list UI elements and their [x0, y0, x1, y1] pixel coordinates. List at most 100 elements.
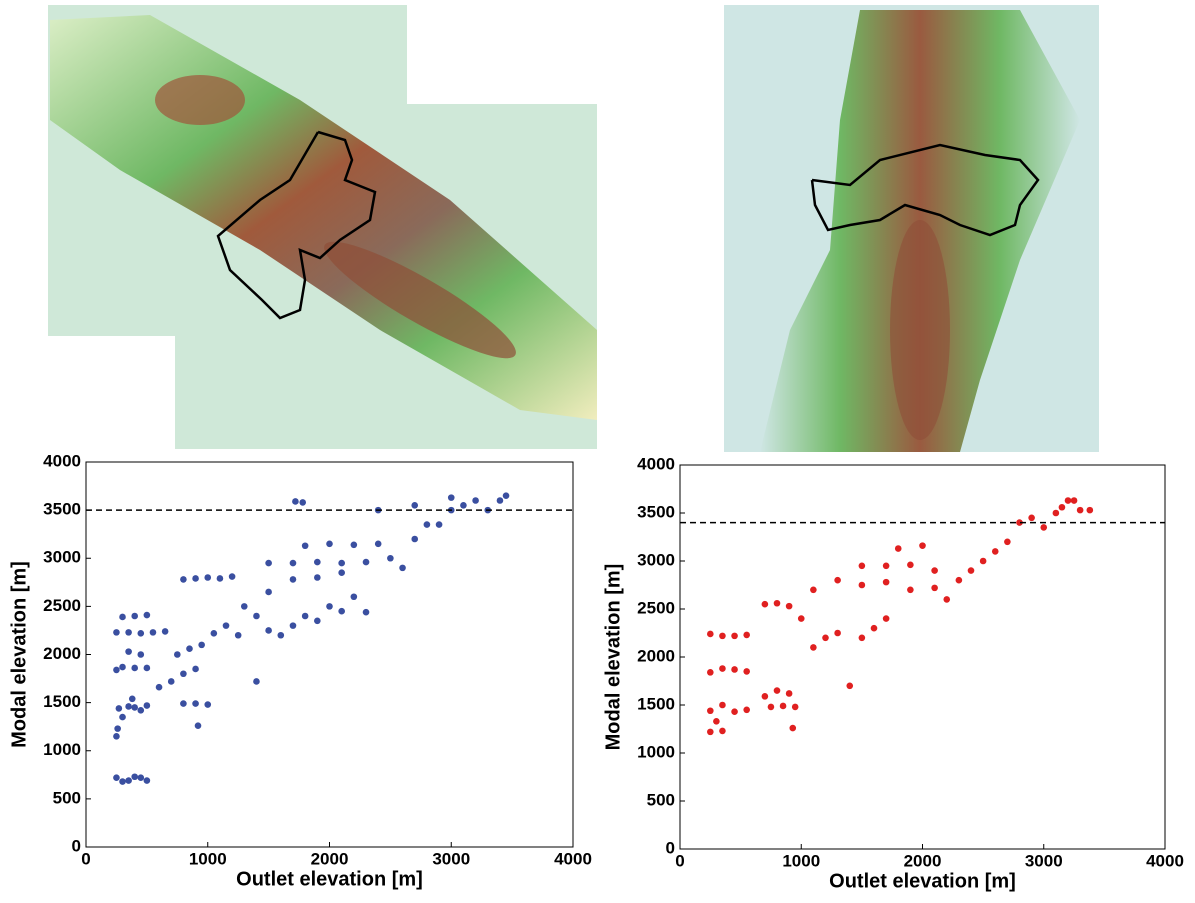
- point: [762, 693, 769, 700]
- point: [1071, 497, 1078, 504]
- point: [113, 629, 120, 636]
- point: [731, 666, 738, 673]
- point: [129, 695, 136, 702]
- point: [768, 704, 775, 711]
- point: [762, 601, 769, 608]
- point: [448, 494, 455, 501]
- point: [810, 644, 817, 651]
- point: [707, 631, 714, 638]
- x-tick-label: 3000: [432, 849, 470, 868]
- point: [399, 565, 406, 572]
- x-tick-label: 4000: [554, 849, 592, 868]
- point: [363, 609, 370, 616]
- point: [265, 589, 272, 596]
- y-tick-label: 0: [72, 836, 81, 855]
- point: [144, 777, 151, 784]
- point: [743, 632, 750, 639]
- point: [907, 587, 914, 594]
- point: [774, 600, 781, 607]
- page: 0100020003000400005001000150020002500300…: [0, 0, 1195, 903]
- point: [180, 576, 187, 583]
- map-left: [48, 5, 597, 449]
- point: [131, 704, 138, 711]
- point: [186, 645, 193, 652]
- point: [326, 541, 333, 548]
- point: [137, 774, 144, 781]
- x-axis-label: Outlet elevation [m]: [236, 868, 423, 890]
- point: [424, 521, 431, 528]
- point: [119, 614, 126, 621]
- point: [1059, 504, 1066, 511]
- y-tick-label: 2000: [43, 644, 81, 663]
- point: [131, 665, 138, 672]
- map-right: [724, 5, 1099, 452]
- point: [871, 625, 878, 632]
- point: [1053, 510, 1060, 517]
- point: [810, 587, 817, 594]
- point: [113, 774, 120, 781]
- point: [411, 536, 418, 543]
- y-tick-label: 3500: [637, 502, 675, 521]
- y-tick-label: 0: [666, 838, 675, 857]
- point: [707, 669, 714, 676]
- point: [351, 593, 358, 600]
- point: [211, 630, 218, 637]
- x-axis-label: Outlet elevation [m]: [829, 870, 1016, 892]
- y-tick-label: 3500: [43, 500, 81, 519]
- point: [411, 502, 418, 509]
- point: [859, 582, 866, 589]
- point: [719, 633, 726, 640]
- point: [168, 678, 175, 685]
- point: [114, 725, 121, 732]
- point: [125, 648, 132, 655]
- point: [338, 608, 345, 615]
- point: [253, 678, 260, 685]
- point: [834, 630, 841, 637]
- point: [387, 555, 394, 562]
- point: [792, 704, 799, 711]
- y-tick-label: 500: [53, 788, 81, 807]
- y-tick-label: 2500: [43, 596, 81, 615]
- y-tick-label: 3000: [43, 548, 81, 567]
- point: [229, 573, 236, 580]
- point: [375, 541, 382, 548]
- figure: 0100020003000400005001000150020002500300…: [0, 0, 1195, 898]
- point: [314, 618, 321, 625]
- point: [931, 585, 938, 592]
- point: [265, 627, 272, 634]
- point: [217, 575, 224, 582]
- point: [883, 579, 890, 586]
- point: [137, 630, 144, 637]
- point: [780, 703, 787, 710]
- y-tick-label: 2500: [637, 598, 675, 617]
- point: [338, 569, 345, 576]
- point: [1087, 507, 1094, 514]
- point: [290, 622, 297, 629]
- x-tick-label: 0: [81, 849, 90, 868]
- x-tick-label: 4000: [1146, 851, 1184, 870]
- point: [113, 733, 120, 740]
- y-tick-label: 1000: [43, 740, 81, 759]
- point: [1065, 497, 1072, 504]
- x-tick-label: 1000: [189, 849, 227, 868]
- y-tick-label: 3000: [637, 550, 675, 569]
- point: [980, 558, 987, 565]
- point: [743, 707, 750, 714]
- point: [174, 651, 181, 658]
- point: [241, 603, 248, 610]
- point: [786, 603, 793, 610]
- point: [834, 577, 841, 584]
- point: [943, 596, 950, 603]
- point: [119, 664, 126, 671]
- point: [131, 773, 138, 780]
- x-tick-label: 2000: [904, 851, 942, 870]
- y-tick-label: 1000: [637, 742, 675, 761]
- y-axis-label: Modal elevation [m]: [8, 561, 30, 748]
- point: [299, 499, 306, 506]
- point: [846, 683, 853, 690]
- point: [707, 707, 714, 714]
- point: [144, 665, 151, 672]
- point: [192, 666, 199, 673]
